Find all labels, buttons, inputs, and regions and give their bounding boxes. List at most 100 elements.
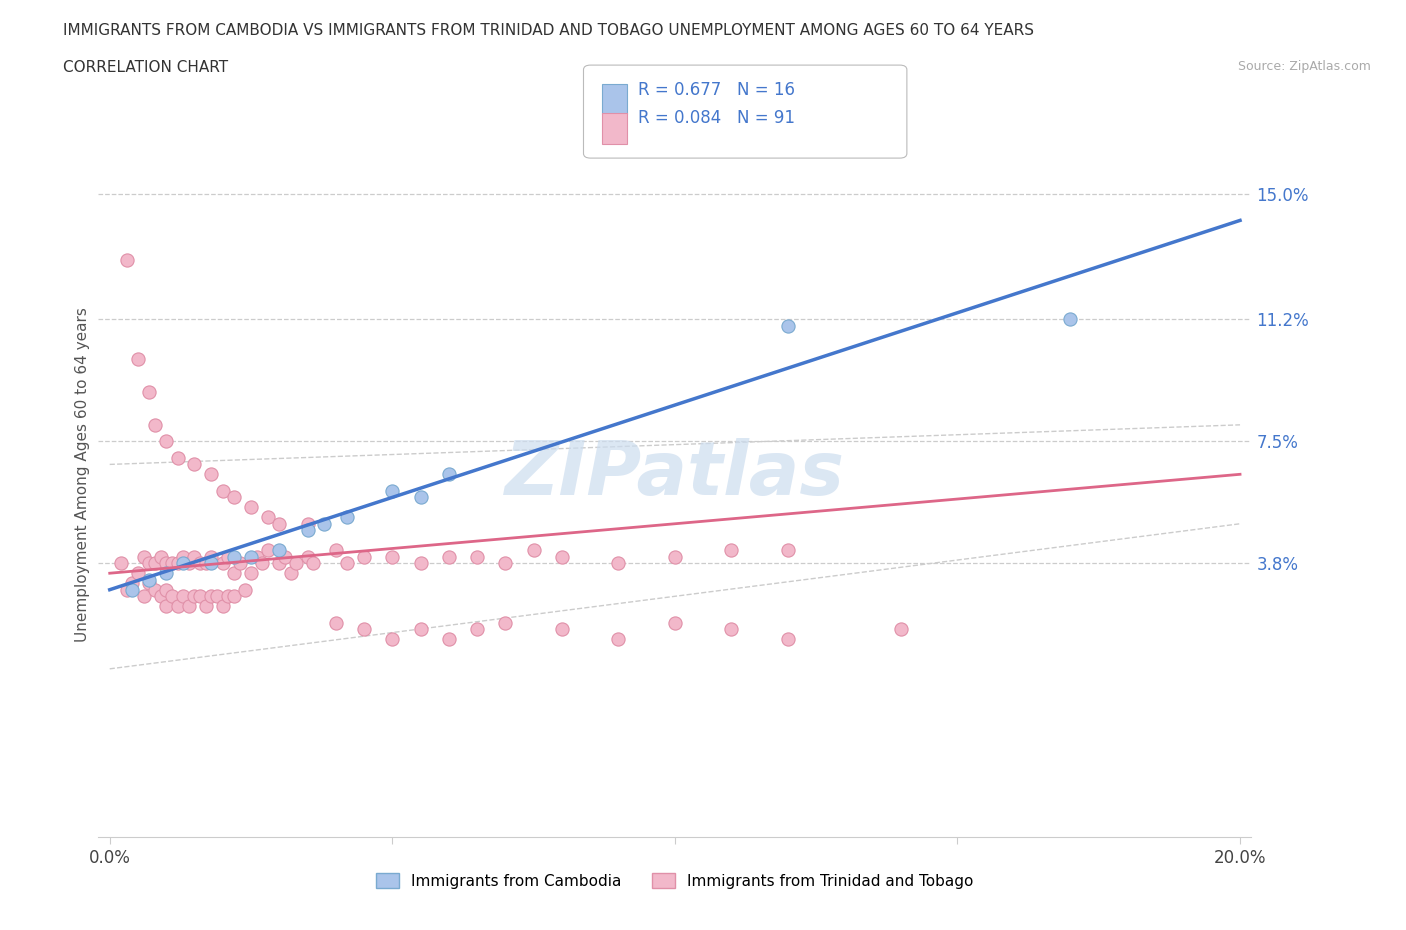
Point xyxy=(155,565,177,580)
Point xyxy=(183,550,205,565)
Point xyxy=(222,550,245,565)
Point xyxy=(177,556,200,571)
Point xyxy=(252,556,274,571)
Point xyxy=(200,556,222,571)
Point xyxy=(297,550,319,565)
Point xyxy=(222,565,245,580)
Point xyxy=(523,543,546,558)
Point xyxy=(149,589,172,604)
Point xyxy=(183,589,205,604)
Point xyxy=(205,589,228,604)
Point xyxy=(127,352,149,366)
Point xyxy=(166,556,188,571)
Point xyxy=(160,556,183,571)
Point xyxy=(1059,312,1081,326)
Text: ZIPatlas: ZIPatlas xyxy=(505,438,845,511)
Point xyxy=(325,543,347,558)
Point xyxy=(172,589,194,604)
Point xyxy=(409,490,432,505)
Point xyxy=(188,589,211,604)
Point xyxy=(269,543,291,558)
Point xyxy=(776,631,799,646)
Legend: Immigrants from Cambodia, Immigrants from Trinidad and Tobago: Immigrants from Cambodia, Immigrants fro… xyxy=(370,867,980,895)
Point xyxy=(409,556,432,571)
Point xyxy=(200,467,222,482)
Point xyxy=(188,556,211,571)
Point xyxy=(143,556,166,571)
Point xyxy=(211,484,233,498)
Point xyxy=(302,556,325,571)
Point xyxy=(551,622,574,637)
Point xyxy=(409,622,432,637)
Point xyxy=(155,556,177,571)
Point xyxy=(172,550,194,565)
Point xyxy=(437,467,460,482)
Point xyxy=(336,556,359,571)
Point xyxy=(172,556,194,571)
Point xyxy=(143,418,166,432)
Point xyxy=(494,556,516,571)
Point xyxy=(183,457,205,472)
Point xyxy=(240,499,263,514)
Point xyxy=(776,543,799,558)
Text: Source: ZipAtlas.com: Source: ZipAtlas.com xyxy=(1237,60,1371,73)
Point xyxy=(257,543,280,558)
Point xyxy=(314,516,336,531)
Point xyxy=(217,589,239,604)
Point xyxy=(127,565,149,580)
Point xyxy=(257,510,280,525)
Point xyxy=(121,582,143,597)
Point xyxy=(115,253,138,268)
Point xyxy=(776,318,799,333)
Point xyxy=(607,631,630,646)
Text: CORRELATION CHART: CORRELATION CHART xyxy=(63,60,228,75)
Point xyxy=(132,550,155,565)
Text: IMMIGRANTS FROM CAMBODIA VS IMMIGRANTS FROM TRINIDAD AND TOBAGO UNEMPLOYMENT AMO: IMMIGRANTS FROM CAMBODIA VS IMMIGRANTS F… xyxy=(63,23,1035,38)
Point xyxy=(720,622,742,637)
Point xyxy=(138,576,160,591)
Point xyxy=(381,631,404,646)
Point xyxy=(132,589,155,604)
Point xyxy=(217,550,239,565)
Point xyxy=(194,599,217,614)
Point xyxy=(228,556,250,571)
Point xyxy=(155,599,177,614)
Point xyxy=(325,616,347,631)
Point xyxy=(353,550,375,565)
Point xyxy=(166,450,188,465)
Point xyxy=(177,599,200,614)
Point xyxy=(240,550,263,565)
Text: R = 0.084   N = 91: R = 0.084 N = 91 xyxy=(638,109,796,126)
Point xyxy=(664,550,686,565)
Point xyxy=(222,589,245,604)
Point xyxy=(280,565,302,580)
Point xyxy=(465,622,488,637)
Point xyxy=(110,556,132,571)
Point xyxy=(155,434,177,449)
Point xyxy=(200,550,222,565)
Point xyxy=(269,556,291,571)
Point xyxy=(121,576,143,591)
Point xyxy=(336,510,359,525)
Point xyxy=(138,556,160,571)
Point xyxy=(890,622,912,637)
Point xyxy=(246,550,269,565)
Point xyxy=(138,572,160,587)
Point xyxy=(222,490,245,505)
Point xyxy=(211,556,233,571)
Text: R = 0.677   N = 16: R = 0.677 N = 16 xyxy=(638,81,796,99)
Point xyxy=(494,616,516,631)
Point xyxy=(149,550,172,565)
Point xyxy=(143,582,166,597)
Point xyxy=(160,589,183,604)
Point xyxy=(235,582,257,597)
Point xyxy=(285,556,308,571)
Point xyxy=(138,384,160,399)
Point xyxy=(166,599,188,614)
Point xyxy=(353,622,375,637)
Point xyxy=(664,616,686,631)
Point xyxy=(465,550,488,565)
Point xyxy=(211,599,233,614)
Y-axis label: Unemployment Among Ages 60 to 64 years: Unemployment Among Ages 60 to 64 years xyxy=(75,307,90,642)
Point xyxy=(381,484,404,498)
